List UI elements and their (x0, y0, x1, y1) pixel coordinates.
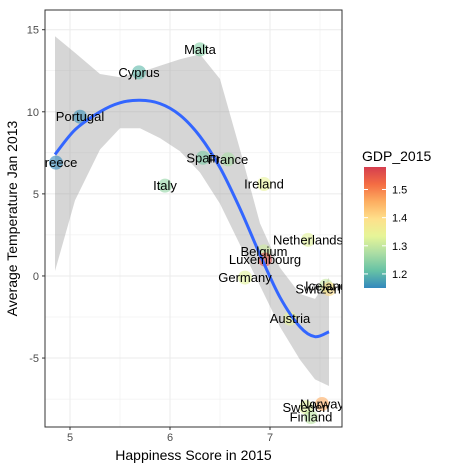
point-label: Sweden (283, 400, 330, 415)
y-tick-label: 15 (27, 25, 39, 37)
legend-colorbar (364, 167, 386, 288)
point-label: Luxembourg (229, 252, 301, 267)
data-point (304, 410, 318, 425)
legend-tick-label: 1.2 (392, 269, 407, 281)
data-point (283, 311, 297, 326)
legend-tick-label: 1.3 (392, 241, 407, 253)
data-points (49, 42, 336, 425)
legend: GDP_2015 1.2 1.3 1.4 1.5 (362, 148, 431, 288)
point-label: Malta (184, 42, 217, 57)
data-point (196, 150, 210, 165)
legend-title: GDP_2015 (362, 148, 431, 164)
grid (45, 10, 342, 427)
point-label: Iceland (305, 278, 347, 293)
data-point (301, 232, 315, 247)
y-tick-label: -5 (29, 353, 39, 365)
point-label: Ireland (244, 177, 284, 192)
y-axis-title: Average Temperature Jan 2013 (4, 120, 20, 316)
point-label: Finland (290, 410, 333, 425)
point-label: Switzerland (295, 282, 362, 297)
legend-tick-label: 1.4 (392, 213, 407, 225)
y-tick-label: 5 (33, 189, 39, 201)
data-point (158, 178, 172, 193)
point-label: Belgium (241, 244, 288, 259)
plot-border (44, 9, 343, 428)
point-label: France (208, 152, 248, 167)
point-label: Portugal (56, 109, 105, 124)
x-tick-label: 5 (67, 432, 73, 444)
data-point (257, 177, 271, 192)
legend-ticks: 1.2 1.3 1.4 1.5 (364, 185, 407, 281)
point-label: Norway (300, 397, 345, 412)
data-point (73, 109, 87, 124)
point-label: Germany (218, 270, 272, 285)
point-label: Italy (153, 178, 177, 193)
legend-tick-label: 1.5 (392, 185, 407, 197)
confidence-band (55, 36, 329, 387)
data-point (49, 155, 63, 170)
data-point (238, 270, 252, 285)
point-label: Spain (186, 150, 219, 165)
x-tick-label: 6 (167, 432, 173, 444)
smooth-line (53, 98, 330, 339)
point-label: Netherlands (273, 232, 344, 247)
data-point (322, 282, 336, 297)
point-label: Austria (270, 311, 311, 326)
y-axis: -5 0 5 10 15 (27, 25, 45, 365)
y-tick-label: 10 (27, 107, 39, 119)
point-label: Cyprus (118, 65, 160, 80)
point-labels: Greece Portugal Cyprus Malta Italy SpainFranc… (35, 42, 362, 425)
x-tick-label: 7 (267, 432, 273, 444)
data-point (315, 397, 329, 412)
point-label: Greece (35, 155, 78, 170)
data-point (221, 152, 235, 167)
x-axis-title: Happiness Score in 2015 (115, 447, 272, 463)
x-axis: 5 6 7 (67, 427, 273, 444)
data-point (132, 65, 146, 80)
plot-panel (45, 10, 342, 427)
y-tick-label: 0 (33, 271, 39, 283)
data-point (193, 42, 207, 57)
